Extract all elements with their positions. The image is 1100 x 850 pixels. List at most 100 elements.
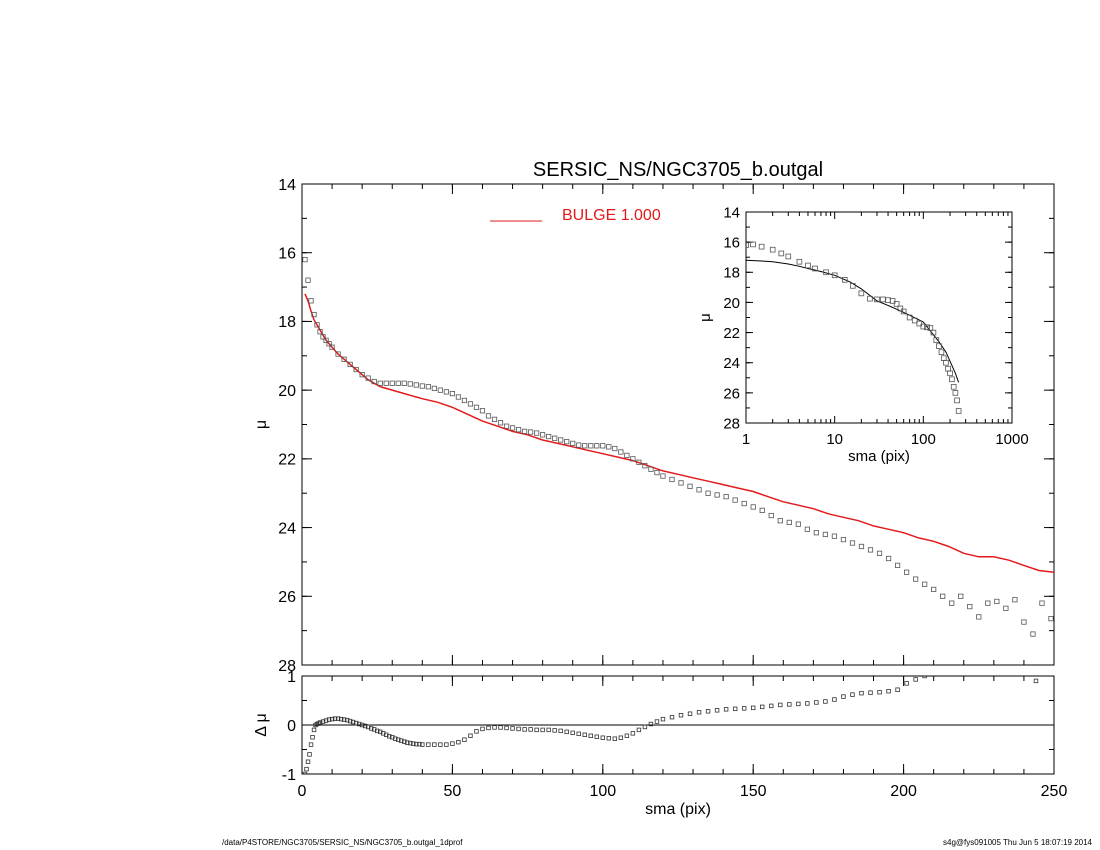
main-data-point — [822, 531, 828, 538]
inset-data-point — [916, 320, 923, 327]
main-data-point — [594, 443, 600, 449]
main-data-point — [395, 380, 401, 386]
residual-data-point — [408, 740, 413, 746]
main-data-point — [1048, 616, 1054, 622]
main-data-point — [687, 483, 693, 489]
main-data-point — [1030, 631, 1036, 637]
main-data-point — [624, 452, 630, 459]
main-data-point — [618, 449, 624, 455]
residual-data-point — [356, 721, 362, 727]
residual-xtick-label: 250 — [1041, 783, 1068, 800]
main-data-point — [335, 351, 341, 357]
main-data-point — [714, 492, 720, 498]
inset-data-point — [947, 370, 953, 377]
main-ytick-label: 16 — [278, 245, 296, 262]
main-data-point — [612, 445, 618, 452]
main-data-point — [705, 490, 711, 496]
residual-data-point — [374, 728, 380, 734]
residual-data-point — [546, 727, 551, 733]
inset-data-point — [867, 295, 873, 302]
footer-timestamp: s4g@fys091005 Thu Jun 5 18:07:19 2014 — [943, 838, 1092, 847]
main-data-point — [570, 440, 576, 446]
residual-data-point — [347, 718, 353, 724]
residual-xtick-label: 100 — [589, 783, 616, 800]
residual-data-point — [486, 725, 491, 731]
residual-series-group — [302, 676, 1039, 774]
main-data-point — [958, 593, 964, 599]
main-data-point — [831, 533, 838, 539]
main-data-point — [383, 380, 389, 386]
main-data-point — [359, 372, 365, 378]
main-data-point — [654, 469, 660, 476]
main-data-point — [552, 435, 558, 441]
residual-data-point — [576, 731, 581, 737]
residual-data-point — [678, 713, 684, 718]
main-data-point — [582, 443, 588, 449]
inset-data-point — [849, 283, 856, 289]
residual-data-point — [417, 741, 422, 747]
main-ytick-label: 28 — [278, 658, 296, 675]
main-data-point — [967, 603, 973, 610]
main-data-point — [750, 504, 756, 510]
main-data-point — [732, 497, 738, 503]
main-data-point — [515, 427, 522, 433]
residual-data-point — [528, 727, 533, 732]
residual-data-point — [895, 687, 900, 692]
residual-data-point — [732, 706, 738, 712]
inset-ytick-label: 18 — [723, 265, 740, 282]
main-data-point — [1021, 619, 1027, 625]
residual-data-point — [396, 737, 401, 742]
residual-data-point — [362, 723, 368, 729]
inset-xtick-label: 10 — [826, 431, 843, 448]
main-data-point — [443, 389, 449, 395]
residual-data-point — [402, 739, 407, 744]
inset-ytick-label: 20 — [723, 295, 740, 312]
main-data-point — [931, 586, 937, 593]
residual-data-point — [558, 728, 563, 734]
inset-ytick-label: 14 — [723, 204, 740, 221]
inset-ytick-label: 26 — [723, 385, 740, 402]
residual-data-point — [705, 709, 711, 714]
inset-data-point — [943, 359, 949, 366]
residual-ylabel: Δ μ — [253, 713, 270, 736]
residual-data-point — [498, 725, 503, 730]
residual-data-point — [444, 742, 449, 747]
main-ytick-label: 18 — [278, 314, 296, 331]
main-data-point — [994, 598, 1000, 605]
main-data-point — [377, 380, 383, 386]
residual-xtick-label: 200 — [890, 783, 917, 800]
residual-data-point — [630, 731, 636, 736]
main-data-point — [528, 429, 534, 435]
main-data-point — [347, 361, 353, 367]
main-series-line — [304, 293, 1054, 573]
inset-series-line — [746, 259, 960, 383]
residual-ytick-label: 0 — [287, 718, 296, 735]
inset-data-point — [900, 308, 907, 315]
residual-data-point — [332, 716, 338, 721]
inset-data-point — [940, 355, 947, 361]
main-data-point — [630, 456, 636, 462]
main-data-point — [741, 500, 747, 507]
inset-data-point — [785, 253, 792, 260]
residual-data-point — [522, 727, 527, 732]
residual-ytick-label: -1 — [282, 767, 296, 784]
main-data-point — [1039, 600, 1045, 606]
main-data-point — [302, 256, 308, 263]
inset-ylabel: μ — [697, 313, 714, 322]
inset-xtick-label: 100 — [911, 431, 936, 448]
main-data-point — [485, 413, 492, 419]
main-data-point — [564, 439, 570, 445]
main-data-point — [479, 408, 486, 414]
residual-data-point — [723, 707, 729, 712]
residual-data-point — [359, 722, 365, 728]
residual-data-point — [420, 742, 425, 747]
residual-data-point — [606, 736, 612, 741]
residual-data-point — [344, 717, 350, 723]
residual-data-point — [323, 718, 329, 723]
main-data-point — [467, 401, 474, 407]
residual-data-point — [450, 741, 455, 746]
residual-data-point — [387, 734, 392, 739]
main-data-point — [885, 555, 892, 562]
residual-data-point — [624, 733, 630, 738]
